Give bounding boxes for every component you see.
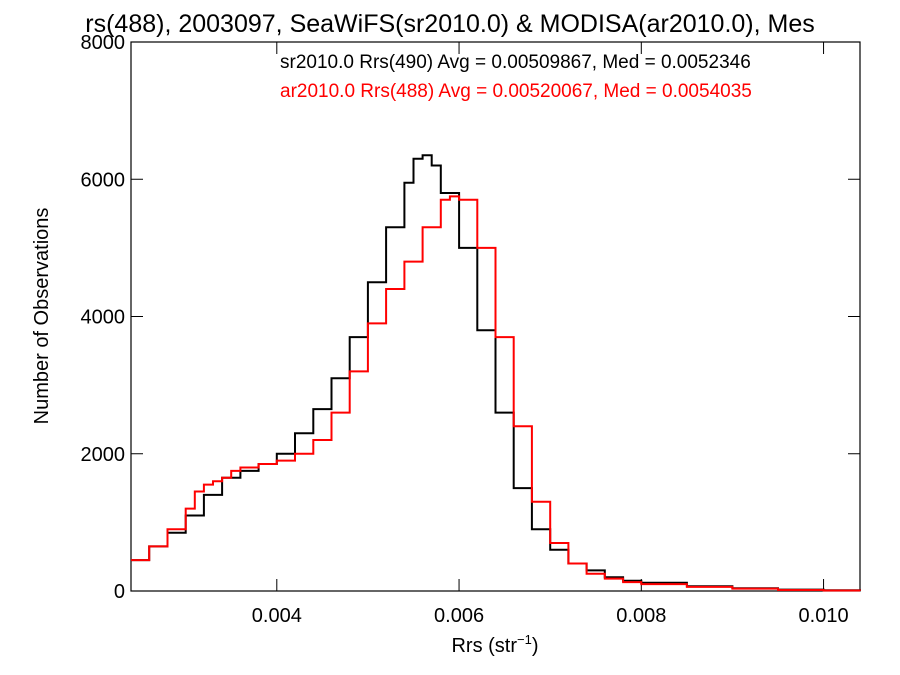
series-layer bbox=[131, 154, 861, 592]
x-tick-label: 0.004 bbox=[252, 605, 302, 627]
y-axis-label: Number of Observations bbox=[31, 208, 53, 425]
y-tick-label: 8000 bbox=[81, 32, 126, 54]
legend-entry-1: ar2010.0 Rrs(488) Avg = 0.00520067, Med … bbox=[280, 81, 752, 102]
series-line-0 bbox=[131, 154, 861, 592]
y-tick-label: 6000 bbox=[81, 169, 126, 191]
y-tick-label: 0 bbox=[114, 581, 125, 603]
x-tick-label: 0.010 bbox=[799, 605, 849, 627]
series-line-1 bbox=[131, 195, 861, 592]
y-axis-ticks: 0 2000 4000 6000 8000 bbox=[81, 32, 860, 603]
x-tick-label: 0.006 bbox=[434, 605, 484, 627]
x-tick-label: 0.008 bbox=[616, 605, 666, 627]
y-tick-label: 2000 bbox=[81, 444, 126, 466]
y-tick-label: 4000 bbox=[81, 307, 126, 329]
legend-entry-0: sr2010.0 Rrs(490) Avg = 0.00509867, Med … bbox=[280, 52, 751, 73]
x-axis-label: Rrs (str−1) bbox=[451, 632, 538, 657]
chart-title: rs(488), 2003097, SeaWiFS(sr2010.0) & MO… bbox=[85, 10, 814, 38]
